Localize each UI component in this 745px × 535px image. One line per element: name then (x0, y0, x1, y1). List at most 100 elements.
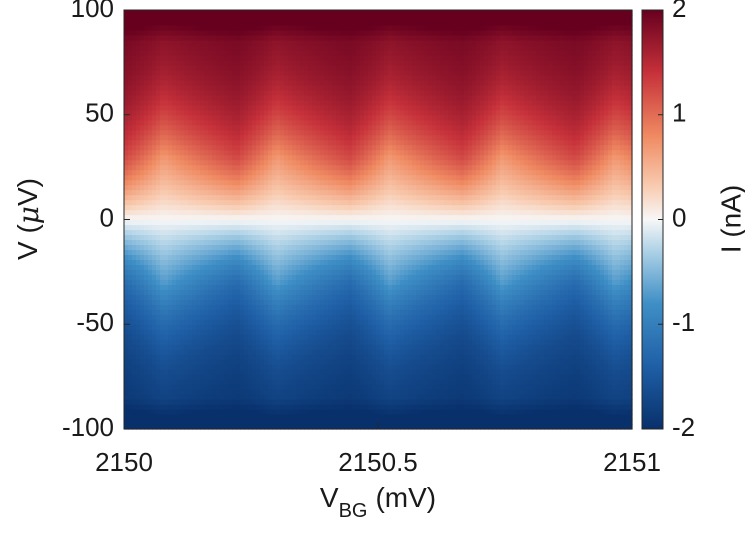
heatmap-cell (288, 149, 293, 156)
heatmap-cell (336, 304, 341, 310)
heatmap-cell (284, 364, 289, 370)
heatmap-cell (288, 219, 293, 226)
heatmap-cell (292, 69, 297, 76)
heatmap-cell (276, 359, 281, 365)
heatmap-cell (320, 184, 325, 191)
heatmap-cell (340, 319, 345, 325)
heatmap-cell (176, 14, 181, 21)
heatmap-cell (320, 349, 325, 355)
heatmap-cell (128, 414, 133, 420)
heatmap-cell (188, 54, 193, 61)
heatmap-cell (316, 119, 321, 126)
heatmap-cell (296, 284, 301, 290)
heatmap-cell (264, 304, 269, 310)
heatmap-cell (304, 134, 309, 141)
heatmap-cell (164, 409, 169, 415)
heatmap-cell (316, 54, 321, 61)
heatmap-cell (256, 189, 261, 196)
heatmap-cell (212, 29, 217, 36)
heatmap-cell (356, 159, 361, 166)
heatmap-cell (284, 259, 289, 265)
heatmap-cell (236, 284, 241, 290)
heatmap-cell (180, 204, 185, 211)
heatmap-cell (340, 219, 345, 226)
heatmap-cell (180, 354, 185, 360)
heatmap-cell (352, 264, 357, 270)
heatmap-cell (184, 309, 189, 315)
heatmap-cell (144, 204, 149, 211)
heatmap-cell (320, 404, 325, 410)
heatmap-cell (336, 174, 341, 181)
heatmap-cell (236, 364, 241, 370)
heatmap-cell (172, 354, 177, 360)
heatmap-cell (196, 209, 201, 216)
heatmap-cell (280, 399, 285, 405)
heatmap-cell (336, 79, 341, 86)
heatmap-cell (168, 314, 173, 320)
heatmap-cell (148, 134, 153, 141)
heatmap-cell (160, 109, 165, 116)
heatmap-cell (304, 139, 309, 146)
heatmap-cell (256, 344, 261, 350)
heatmap-cell (152, 289, 157, 295)
heatmap-cell (340, 424, 345, 430)
heatmap-cell (312, 39, 317, 46)
heatmap-cell (136, 329, 141, 335)
heatmap-cell (204, 419, 209, 425)
heatmap-cell (348, 89, 353, 96)
heatmap-cell (152, 199, 157, 206)
heatmap-cell (220, 139, 225, 146)
heatmap-cell (228, 69, 233, 76)
heatmap-cell (156, 354, 161, 360)
heatmap-cell (308, 374, 313, 380)
heatmap-cell (208, 324, 213, 330)
heatmap-cell (260, 44, 265, 51)
heatmap-cell (340, 29, 345, 36)
heatmap-cell (180, 419, 185, 425)
heatmap-cell (300, 84, 305, 91)
heatmap-cell (204, 329, 209, 335)
heatmap-cell (344, 274, 349, 280)
heatmap-cell (256, 244, 261, 251)
heatmap-cell (272, 134, 277, 141)
heatmap-cell (176, 184, 181, 191)
heatmap-cell (256, 19, 261, 26)
heatmap-cell (320, 159, 325, 166)
heatmap-cell (272, 239, 277, 246)
heatmap-cell (128, 369, 133, 375)
heatmap-cell (284, 334, 289, 340)
heatmap-cell (264, 394, 269, 400)
heatmap-cell (304, 324, 309, 330)
heatmap-cell (164, 104, 169, 111)
heatmap-cell (216, 414, 221, 420)
heatmap-cell (220, 194, 225, 201)
heatmap-cell (188, 199, 193, 206)
heatmap-cell (344, 159, 349, 166)
heatmap-cell (132, 129, 137, 136)
heatmap-cell (144, 349, 149, 355)
heatmap-cell (332, 254, 337, 261)
heatmap-cell (292, 124, 297, 131)
heatmap-cell (128, 199, 133, 206)
heatmap-cell (356, 34, 361, 41)
heatmap-cell (188, 369, 193, 375)
heatmap-cell (300, 64, 305, 71)
heatmap-cell (172, 184, 177, 191)
heatmap-cell (316, 379, 321, 385)
heatmap-cell (356, 179, 361, 186)
heatmap-cell (272, 84, 277, 91)
heatmap-cell (136, 229, 141, 236)
heatmap-cell (196, 334, 201, 340)
heatmap-cell (152, 364, 157, 370)
heatmap-cell (128, 374, 133, 380)
heatmap-cell (128, 224, 133, 231)
heatmap-cell (268, 339, 273, 345)
heatmap-cell (348, 424, 353, 430)
heatmap-cell (140, 374, 145, 380)
heatmap-cell (208, 169, 213, 176)
heatmap-cell (292, 409, 297, 415)
heatmap-cell (164, 374, 169, 380)
heatmap-cell (172, 299, 177, 305)
heatmap-cell (300, 94, 305, 101)
heatmap-cell (140, 264, 145, 270)
